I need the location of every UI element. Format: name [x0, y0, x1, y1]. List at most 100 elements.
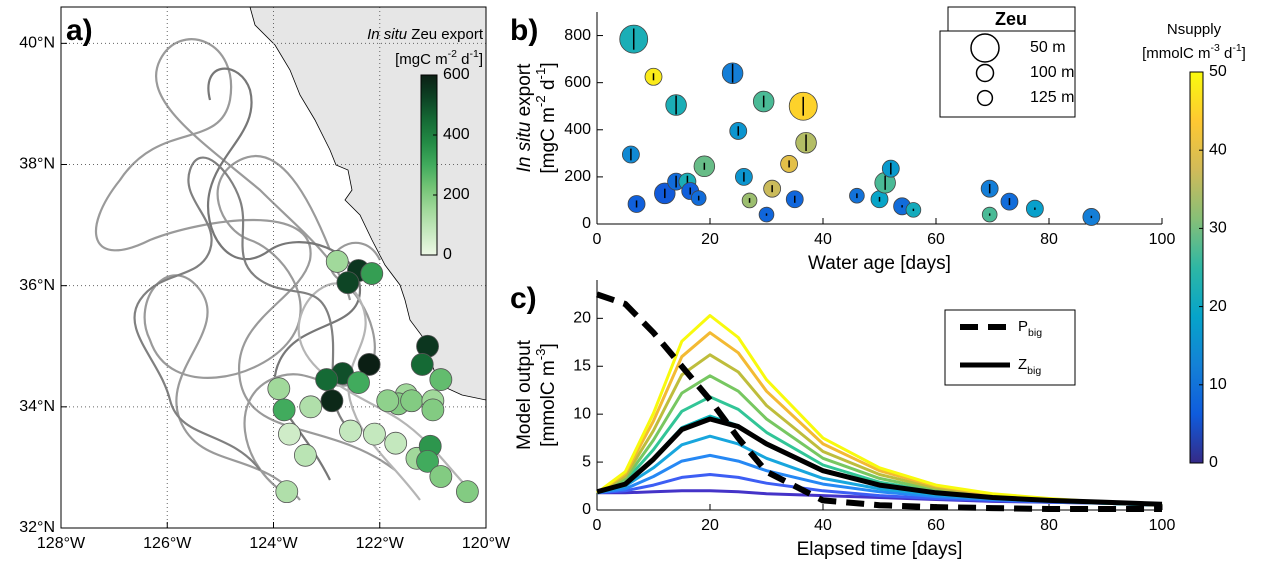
x-tick-label: 20 — [701, 231, 719, 248]
colorbar-tick-label: 0 — [443, 246, 452, 263]
colorbar-tick-label: 30 — [1209, 220, 1227, 237]
x-tick-label: 80 — [1040, 231, 1058, 248]
x-tick-label: 128°W — [37, 535, 86, 552]
colorbar-tick-label: 20 — [1209, 298, 1227, 315]
label-part: P — [1018, 318, 1028, 335]
colorbar-tick-label: 40 — [1209, 141, 1227, 158]
legend-label: 125 m — [1030, 89, 1074, 106]
series-line — [596, 416, 1163, 507]
label-part: -3 — [533, 348, 548, 360]
colorbar — [1189, 71, 1204, 464]
y-tick-label: 32°N — [19, 519, 55, 536]
y-tick-label: 400 — [564, 121, 591, 138]
label-part: big — [1028, 327, 1042, 339]
legend-marker — [975, 63, 995, 83]
station — [400, 389, 424, 413]
label-part: -1 — [533, 68, 548, 80]
label-part: export — [514, 63, 535, 122]
colorbar-tick-label: 10 — [1209, 376, 1227, 393]
station — [384, 431, 408, 455]
label-part: Water age [days] — [808, 253, 951, 274]
y-tick-label: 600 — [564, 74, 591, 91]
station — [325, 250, 349, 273]
legend-label: Pbig — [1018, 318, 1042, 339]
station — [416, 449, 439, 473]
label-part: Z — [1018, 356, 1027, 373]
station — [272, 398, 296, 422]
x-tick-label: 20 — [701, 517, 719, 534]
legend-marker — [976, 89, 994, 107]
label-part: -2 — [533, 95, 548, 107]
station — [347, 371, 370, 395]
trajectory — [95, 38, 396, 471]
x-tick-label: 0 — [593, 517, 602, 534]
station — [376, 389, 400, 413]
x-tick-label: 100 — [1149, 231, 1176, 248]
y-tick-label: 20 — [573, 310, 591, 327]
station — [299, 395, 323, 419]
station — [421, 398, 445, 422]
label-part: In situ — [367, 26, 408, 43]
colorbar-subtitle: [mgC m-2 d-1] — [395, 48, 483, 68]
x-tick-label: 60 — [927, 517, 945, 534]
station — [315, 368, 339, 391]
y-axis-label: Model output — [514, 339, 535, 450]
station — [363, 422, 386, 446]
legend-label: 50 m — [1030, 39, 1066, 56]
station — [320, 389, 344, 413]
legend-label: 100 m — [1030, 64, 1074, 81]
x-tick-label: 80 — [1040, 517, 1058, 534]
colorbar-tick-label: 0 — [1209, 454, 1218, 471]
y-tick-label: 15 — [573, 357, 591, 374]
colorbar-title: In situ Zeu export — [367, 26, 484, 43]
legend-box — [939, 30, 1076, 118]
y-tick-label: 0 — [582, 215, 591, 232]
y-axis-label: [mgC m-2 d-1] — [533, 62, 559, 173]
label-part: -1 — [1232, 42, 1241, 54]
label-part: [mmolC m — [1142, 45, 1210, 62]
trajectory — [297, 282, 471, 501]
x-tick-label: 40 — [814, 517, 832, 534]
label-part: In situ — [514, 121, 535, 172]
y-tick-label: 5 — [582, 453, 591, 470]
legend-title: Zeu — [995, 9, 1027, 29]
panel-label: c) — [510, 282, 537, 315]
x-tick-label: 40 — [814, 231, 832, 248]
legend-label: Zbig — [1018, 356, 1041, 377]
label-part: Zeu export — [407, 26, 484, 43]
label-part: ] — [479, 51, 483, 68]
station — [293, 443, 317, 467]
station — [410, 353, 434, 376]
y-tick-label: 40°N — [19, 35, 55, 52]
station — [275, 480, 299, 504]
station — [278, 422, 301, 446]
label-part: Model output — [514, 339, 535, 450]
colorbar-tick-label: 50 — [1209, 63, 1227, 80]
station — [429, 465, 453, 488]
y-tick-label: 36°N — [19, 277, 55, 294]
colorbar-tick-label: 600 — [443, 66, 470, 83]
colorbar — [420, 74, 438, 256]
label-part: -3 — [1210, 42, 1219, 54]
label-part: -1 — [469, 48, 478, 60]
station — [429, 368, 453, 391]
label-part: [mgC m — [395, 51, 448, 68]
x-tick-label: 0 — [593, 231, 602, 248]
x-tick-label: 100 — [1149, 517, 1176, 534]
colorbar-tick-label: 200 — [443, 186, 470, 203]
colorbar-title: Nsupply — [1167, 21, 1222, 38]
x-tick-label: 126°W — [143, 535, 192, 552]
y-tick-label: 38°N — [19, 156, 55, 173]
y-tick-label: 800 — [564, 27, 591, 44]
station — [360, 262, 384, 285]
plot-frame — [60, 6, 487, 529]
y-tick-label: 0 — [582, 501, 591, 518]
label-part: big — [1027, 365, 1041, 377]
label-part: [mgC m — [538, 107, 559, 174]
x-axis-label: Elapsed time [days] — [797, 539, 963, 560]
station — [456, 480, 479, 504]
station — [357, 353, 381, 376]
label-part: Elapsed time [days] — [797, 539, 963, 560]
y-tick-label: 10 — [573, 405, 591, 422]
